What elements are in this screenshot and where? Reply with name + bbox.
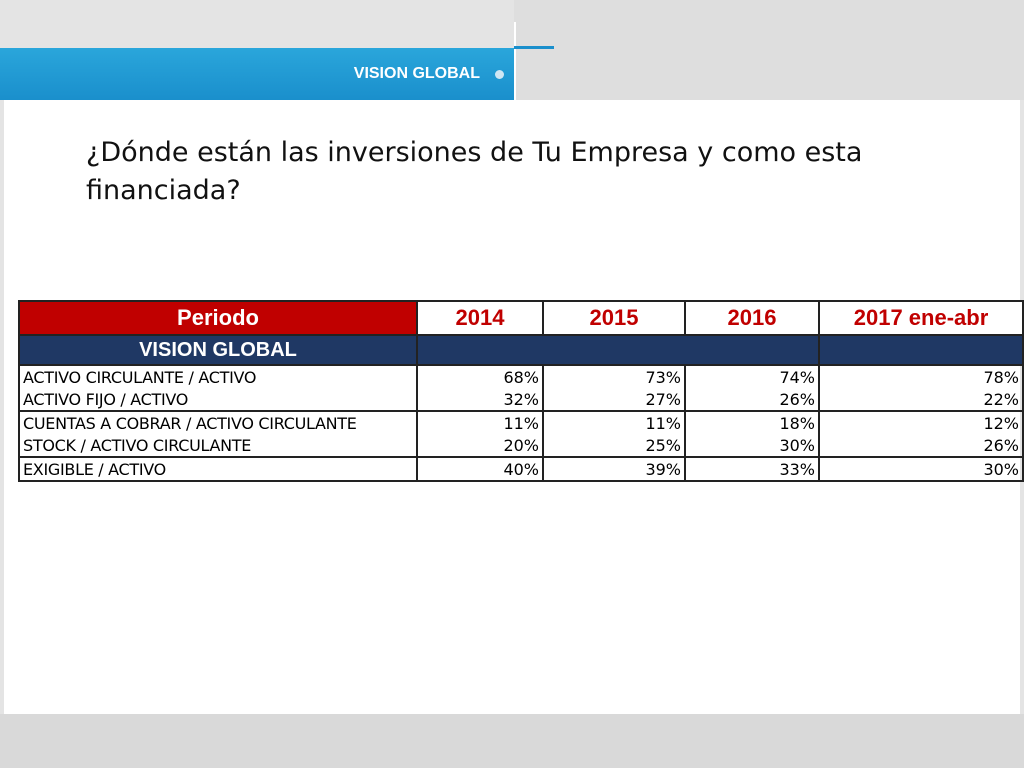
- row-label: STOCK / ACTIVO CIRCULANTE: [18, 434, 418, 458]
- column-header-2016: 2016: [684, 300, 820, 336]
- table-row: CUENTAS A COBRAR / ACTIVO CIRCULANTE 11%…: [18, 410, 1024, 434]
- cell-value: 33%: [684, 456, 820, 482]
- cell-value: 30%: [684, 434, 820, 458]
- column-header-2014: 2014: [416, 300, 544, 336]
- cell-value: 12%: [818, 410, 1024, 434]
- cell-value: 25%: [542, 434, 686, 458]
- accent-vertical-line: [514, 22, 516, 100]
- row-label: ACTIVO FIJO / ACTIVO: [18, 388, 418, 412]
- header-title: VISION GLOBAL: [353, 65, 480, 82]
- row-label: CUENTAS A COBRAR / ACTIVO CIRCULANTE: [18, 410, 418, 434]
- slide-question: ¿Dónde están las inversiones de Tu Empre…: [86, 137, 863, 206]
- accent-horizontal-line: [514, 46, 554, 49]
- cell-value: 40%: [416, 456, 544, 482]
- bullet-dot-icon: [495, 70, 504, 79]
- column-header-periodo: Periodo: [18, 300, 418, 336]
- section-blank: [416, 334, 820, 366]
- top-gray-area: [514, 0, 1024, 100]
- cell-value: 27%: [542, 388, 686, 412]
- cell-value: 30%: [818, 456, 1024, 482]
- cell-value: 78%: [818, 364, 1024, 388]
- cell-value: 22%: [818, 388, 1024, 412]
- table-row: STOCK / ACTIVO CIRCULANTE 20% 25% 30% 26…: [18, 434, 1024, 458]
- table-row: ACTIVO FIJO / ACTIVO 32% 27% 26% 22%: [18, 388, 1024, 412]
- cell-value: 11%: [416, 410, 544, 434]
- cell-value: 26%: [684, 388, 820, 412]
- header-bar: VISION GLOBAL: [0, 48, 514, 100]
- section-row: VISION GLOBAL: [18, 334, 1024, 366]
- cell-value: 73%: [542, 364, 686, 388]
- row-label: ACTIVO CIRCULANTE / ACTIVO: [18, 364, 418, 388]
- section-blank: [818, 334, 1024, 366]
- cell-value: 74%: [684, 364, 820, 388]
- cell-value: 18%: [684, 410, 820, 434]
- ratios-table: Periodo 2014 2015 2016 2017 ene-abr VISI…: [18, 300, 1024, 482]
- bottom-band: [0, 714, 1024, 768]
- cell-value: 68%: [416, 364, 544, 388]
- column-header-2015: 2015: [542, 300, 686, 336]
- table-row: EXIGIBLE / ACTIVO 40% 39% 33% 30%: [18, 456, 1024, 482]
- cell-value: 26%: [818, 434, 1024, 458]
- cell-value: 32%: [416, 388, 544, 412]
- cell-value: 20%: [416, 434, 544, 458]
- table-header-row: Periodo 2014 2015 2016 2017 ene-abr: [18, 300, 1024, 336]
- cell-value: 39%: [542, 456, 686, 482]
- cell-value: 11%: [542, 410, 686, 434]
- column-header-2017: 2017 ene-abr: [818, 300, 1024, 336]
- table-row: ACTIVO CIRCULANTE / ACTIVO 68% 73% 74% 7…: [18, 364, 1024, 388]
- section-label: VISION GLOBAL: [18, 334, 418, 366]
- row-label: EXIGIBLE / ACTIVO: [18, 456, 418, 482]
